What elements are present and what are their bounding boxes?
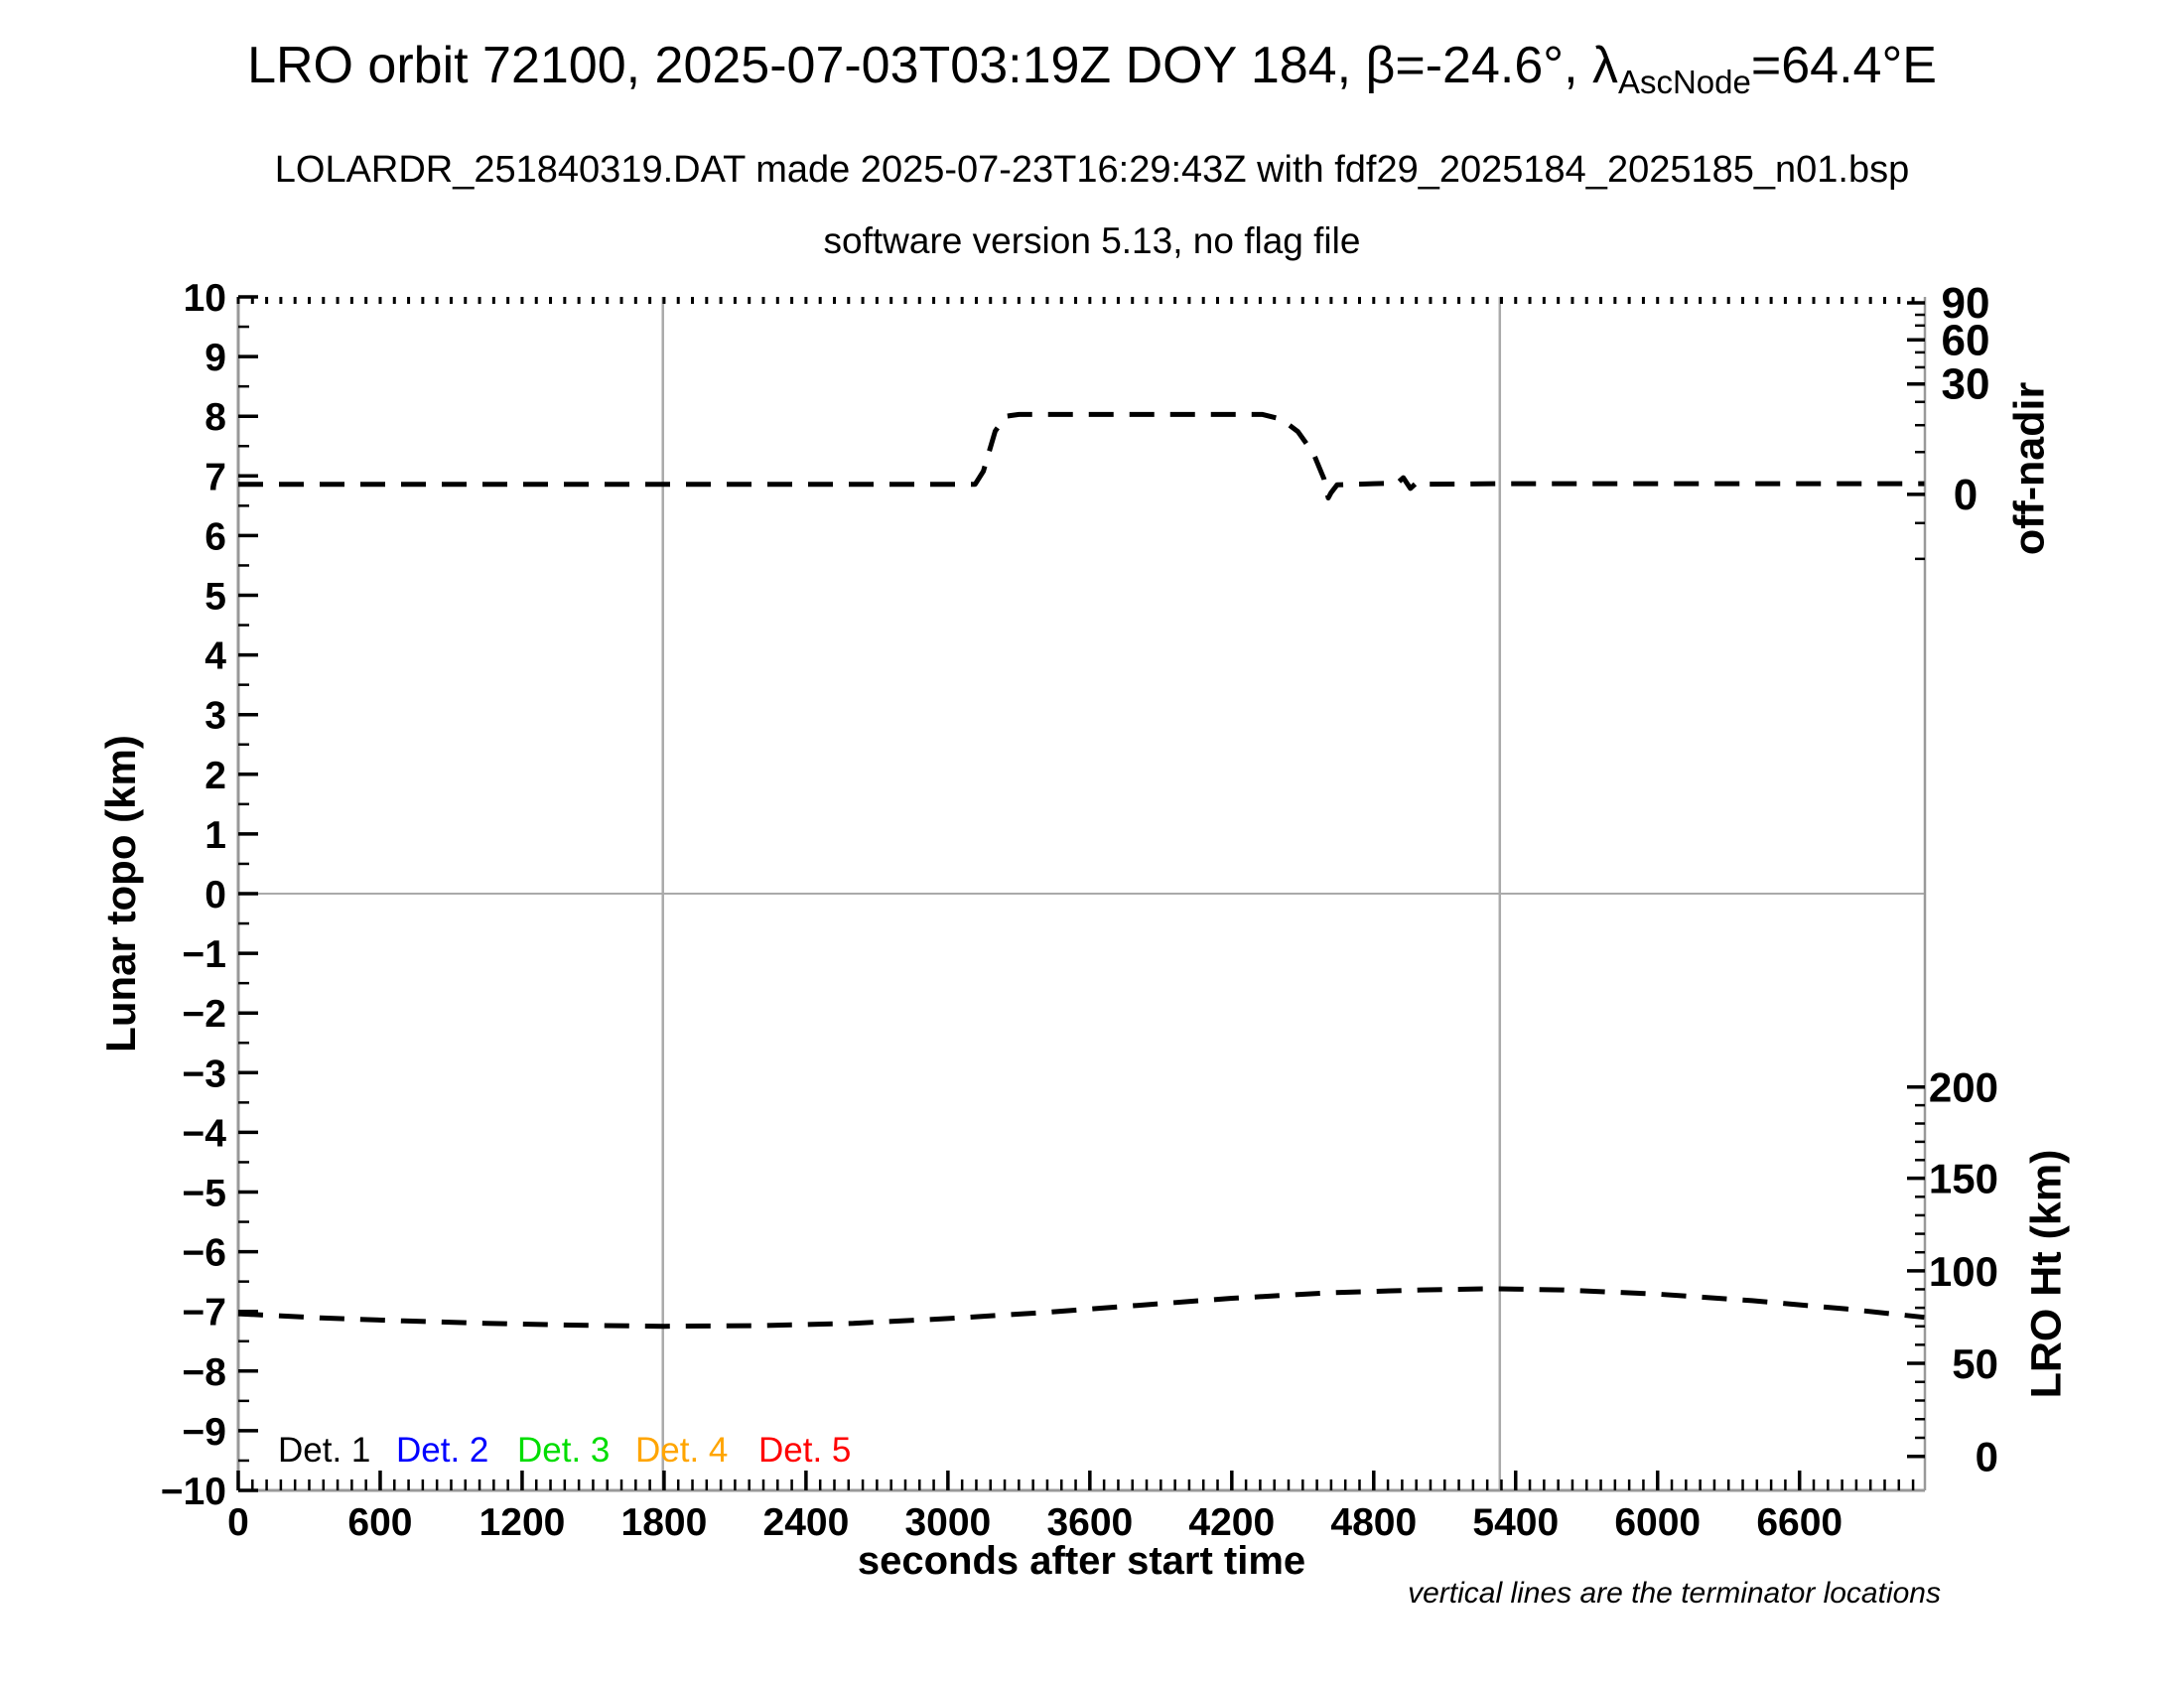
x-tick-label: 0 bbox=[227, 1501, 249, 1544]
y-tick-label: 10 bbox=[184, 277, 226, 320]
x-axis-label: seconds after start time bbox=[857, 1539, 1306, 1583]
subtitle-software-version: software version 5.13, no flag file bbox=[823, 220, 1361, 261]
y-axis-label-off-nadir: off-nadir bbox=[2005, 381, 2054, 556]
x-tick-label: 3600 bbox=[1046, 1501, 1133, 1544]
legend-item-det5: Det. 5 bbox=[758, 1431, 852, 1470]
y-tick-label: −4 bbox=[183, 1112, 227, 1155]
x-tick-label: 4200 bbox=[1188, 1501, 1275, 1544]
off-nadir-curve bbox=[238, 411, 1925, 500]
ht-tick-label: 150 bbox=[1929, 1156, 1998, 1202]
y-axis-label-lunar-topo: Lunar topo (km) bbox=[97, 735, 144, 1053]
y-tick-label: 3 bbox=[205, 695, 226, 738]
legend-item-det1: Det. 1 bbox=[278, 1431, 371, 1470]
x-tick-label: 4800 bbox=[1330, 1501, 1417, 1544]
legend-item-det4: Det. 4 bbox=[635, 1431, 729, 1470]
x-tick-label: 6000 bbox=[1614, 1501, 1701, 1544]
x-tick-label: 6600 bbox=[1756, 1501, 1843, 1544]
y-tick-label: 9 bbox=[205, 337, 226, 379]
y-tick-label: 6 bbox=[205, 515, 226, 558]
y-tick-label: 4 bbox=[205, 635, 226, 678]
x-tick-label: 2400 bbox=[763, 1501, 850, 1544]
subtitle-file-info: LOLARDR_251840319.DAT made 2025-07-23T16… bbox=[274, 149, 1910, 191]
terminator-note: vertical lines are the terminator locati… bbox=[1408, 1577, 1941, 1610]
x-tick-label: 3000 bbox=[904, 1501, 991, 1544]
offnadir-tick-label: 60 bbox=[1942, 316, 1990, 364]
title-main: LRO orbit 72100, 2025-07-03T03:19Z DOY 1… bbox=[247, 37, 1618, 94]
y-tick-label: 7 bbox=[205, 456, 226, 498]
y-tick-label: 2 bbox=[205, 755, 226, 797]
y-tick-label: 8 bbox=[205, 396, 226, 439]
x-tick-label: 1200 bbox=[479, 1501, 566, 1544]
y-axis-label-lro-ht: LRO Ht (km) bbox=[2022, 1149, 2071, 1399]
title-subscript: AscNode bbox=[1617, 64, 1751, 100]
x-tick-label: 600 bbox=[347, 1501, 412, 1544]
legend-item-det3: Det. 3 bbox=[517, 1431, 611, 1470]
y-tick-label: −1 bbox=[183, 933, 226, 976]
ht-tick-label: 0 bbox=[1976, 1434, 1998, 1480]
x-tick-label: 1800 bbox=[621, 1501, 708, 1544]
page-title: LRO orbit 72100, 2025-07-03T03:19Z DOY 1… bbox=[0, 36, 2184, 101]
y-tick-label: −2 bbox=[183, 993, 226, 1036]
ht-tick-label: 200 bbox=[1929, 1064, 1998, 1111]
y-tick-label: −6 bbox=[183, 1232, 226, 1275]
y-tick-label: 5 bbox=[205, 576, 226, 619]
ht-tick-label: 50 bbox=[1952, 1340, 1998, 1387]
title-tail: =64.4°E bbox=[1750, 37, 1937, 94]
ht-tick-label: 100 bbox=[1929, 1248, 1998, 1295]
y-tick-label: 0 bbox=[205, 874, 226, 916]
y-tick-label: 1 bbox=[205, 814, 226, 857]
offnadir-tick-label: 30 bbox=[1942, 360, 1990, 409]
legend-item-det2: Det. 2 bbox=[396, 1431, 489, 1470]
y-tick-label: −3 bbox=[183, 1053, 226, 1095]
lro-height-curve bbox=[237, 1286, 1925, 1330]
offnadir-tick-label: 90 bbox=[1942, 279, 1990, 328]
y-tick-label: −5 bbox=[183, 1173, 226, 1215]
y-tick-label: −9 bbox=[183, 1411, 226, 1454]
x-tick-label: 5400 bbox=[1472, 1501, 1559, 1544]
y-tick-label: −7 bbox=[183, 1292, 226, 1335]
y-tick-label: −10 bbox=[161, 1471, 226, 1513]
y-tick-label: −8 bbox=[183, 1351, 226, 1394]
offnadir-tick-label: 0 bbox=[1954, 471, 1978, 519]
